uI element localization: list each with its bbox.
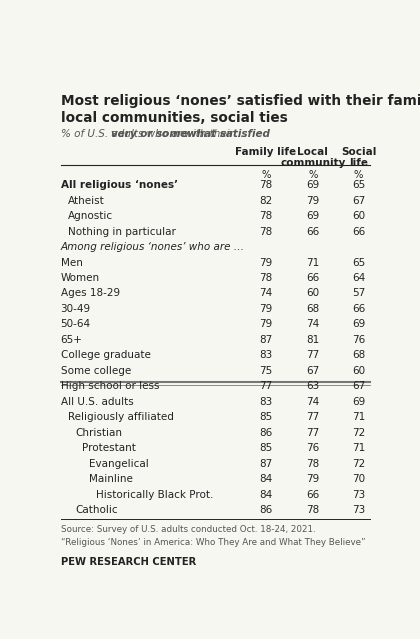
Text: 77: 77 xyxy=(306,413,320,422)
Text: 79: 79 xyxy=(259,320,272,330)
Text: All religious ‘nones’: All religious ‘nones’ xyxy=(60,180,178,190)
Text: 71: 71 xyxy=(306,258,320,268)
Text: 68: 68 xyxy=(352,351,365,360)
Text: %: % xyxy=(261,170,270,180)
Text: %: % xyxy=(354,170,363,180)
Text: with their …: with their … xyxy=(181,129,247,139)
Text: 77: 77 xyxy=(306,351,320,360)
Text: 78: 78 xyxy=(306,459,320,469)
Text: “Religious ‘Nones’ in America: Who They Are and What They Believe”: “Religious ‘Nones’ in America: Who They … xyxy=(60,538,365,548)
Text: 69: 69 xyxy=(306,211,320,221)
Text: 83: 83 xyxy=(259,351,272,360)
Text: Christian: Christian xyxy=(75,428,122,438)
Text: 63: 63 xyxy=(306,381,320,392)
Text: 67: 67 xyxy=(352,381,365,392)
Text: 75: 75 xyxy=(259,366,272,376)
Text: 79: 79 xyxy=(306,196,320,206)
Text: Women: Women xyxy=(60,273,100,283)
Text: % of U.S. adults who are: % of U.S. adults who are xyxy=(60,129,191,139)
Text: Atheist: Atheist xyxy=(68,196,105,206)
Text: 70: 70 xyxy=(352,475,365,484)
Text: 79: 79 xyxy=(259,258,272,268)
Text: Protestant: Protestant xyxy=(82,443,136,454)
Text: 74: 74 xyxy=(306,320,320,330)
Text: 66: 66 xyxy=(352,226,365,236)
Text: 81: 81 xyxy=(306,335,320,345)
Text: 87: 87 xyxy=(259,335,272,345)
Text: 84: 84 xyxy=(259,490,272,500)
Text: 86: 86 xyxy=(259,505,272,516)
Text: All U.S. adults: All U.S. adults xyxy=(60,397,134,407)
Text: 77: 77 xyxy=(306,428,320,438)
Text: Local
community: Local community xyxy=(280,146,346,168)
Text: 60: 60 xyxy=(352,366,365,376)
Text: 30-49: 30-49 xyxy=(60,304,91,314)
Text: 78: 78 xyxy=(259,211,272,221)
Text: 77: 77 xyxy=(259,381,272,392)
Text: 69: 69 xyxy=(306,180,320,190)
Text: High school or less: High school or less xyxy=(60,381,159,392)
Text: Ages 18-29: Ages 18-29 xyxy=(60,288,120,298)
Text: 78: 78 xyxy=(259,226,272,236)
Text: 66: 66 xyxy=(306,226,320,236)
Text: 71: 71 xyxy=(352,443,365,454)
Text: 65: 65 xyxy=(352,258,365,268)
Text: 72: 72 xyxy=(352,428,365,438)
Text: Among religious ‘nones’ who are …: Among religious ‘nones’ who are … xyxy=(60,242,245,252)
Text: 67: 67 xyxy=(352,196,365,206)
Text: Social
life: Social life xyxy=(341,146,376,168)
Text: 69: 69 xyxy=(352,320,365,330)
Text: 85: 85 xyxy=(259,413,272,422)
Text: 66: 66 xyxy=(306,273,320,283)
Text: 78: 78 xyxy=(259,180,272,190)
Text: %: % xyxy=(308,170,318,180)
Text: Some college: Some college xyxy=(60,366,131,376)
Text: Agnostic: Agnostic xyxy=(68,211,113,221)
Text: Mainline: Mainline xyxy=(89,475,133,484)
Text: 57: 57 xyxy=(352,288,365,298)
Text: 74: 74 xyxy=(259,288,272,298)
Text: Evangelical: Evangelical xyxy=(89,459,149,469)
Text: 79: 79 xyxy=(259,304,272,314)
Text: 65+: 65+ xyxy=(60,335,82,345)
Text: 50-64: 50-64 xyxy=(60,320,91,330)
Text: 69: 69 xyxy=(352,397,365,407)
Text: 82: 82 xyxy=(259,196,272,206)
Text: Nothing in particular: Nothing in particular xyxy=(68,226,176,236)
Text: 86: 86 xyxy=(259,428,272,438)
Text: very or somewhat satisfied: very or somewhat satisfied xyxy=(111,129,270,139)
Text: 73: 73 xyxy=(352,490,365,500)
Text: 64: 64 xyxy=(352,273,365,283)
Text: 74: 74 xyxy=(306,397,320,407)
Text: Catholic: Catholic xyxy=(75,505,118,516)
Text: Historically Black Prot.: Historically Black Prot. xyxy=(97,490,214,500)
Text: PEW RESEARCH CENTER: PEW RESEARCH CENTER xyxy=(60,557,196,567)
Text: 66: 66 xyxy=(352,304,365,314)
Text: 79: 79 xyxy=(306,475,320,484)
Text: Family life: Family life xyxy=(235,146,296,157)
Text: 67: 67 xyxy=(306,366,320,376)
Text: 73: 73 xyxy=(352,505,365,516)
Text: 76: 76 xyxy=(352,335,365,345)
Text: 76: 76 xyxy=(306,443,320,454)
Text: College graduate: College graduate xyxy=(60,351,150,360)
Text: 71: 71 xyxy=(352,413,365,422)
Text: 60: 60 xyxy=(352,211,365,221)
Text: Religiously affiliated: Religiously affiliated xyxy=(68,413,174,422)
Text: 68: 68 xyxy=(306,304,320,314)
Text: 65: 65 xyxy=(352,180,365,190)
Text: 60: 60 xyxy=(306,288,320,298)
Text: 78: 78 xyxy=(259,273,272,283)
Text: 78: 78 xyxy=(306,505,320,516)
Text: 87: 87 xyxy=(259,459,272,469)
Text: Most religious ‘nones’ satisfied with their family lives,
local communities, soc: Most religious ‘nones’ satisfied with th… xyxy=(60,94,420,125)
Text: 85: 85 xyxy=(259,443,272,454)
Text: 84: 84 xyxy=(259,475,272,484)
Text: 83: 83 xyxy=(259,397,272,407)
Text: Source: Survey of U.S. adults conducted Oct. 18-24, 2021.: Source: Survey of U.S. adults conducted … xyxy=(60,525,315,534)
Text: 66: 66 xyxy=(306,490,320,500)
Text: 72: 72 xyxy=(352,459,365,469)
Text: Men: Men xyxy=(60,258,82,268)
